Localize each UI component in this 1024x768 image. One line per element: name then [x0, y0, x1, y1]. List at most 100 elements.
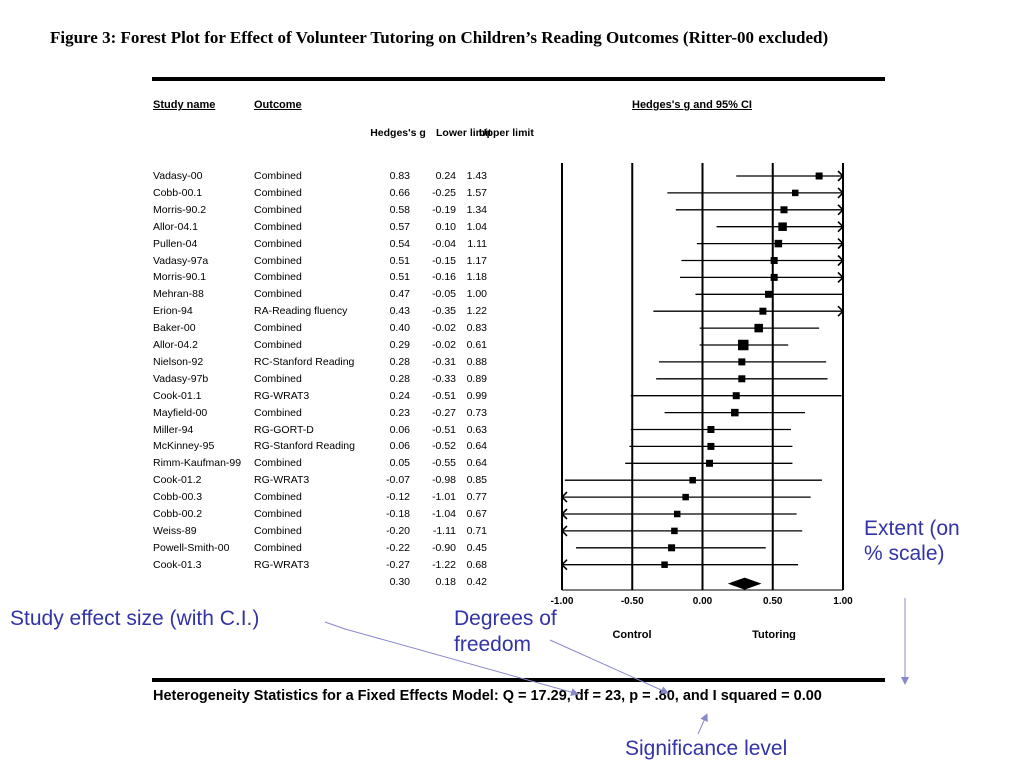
ci-arrow-right [837, 170, 845, 182]
significance-arrow [697, 713, 708, 735]
study-name: Morris-90.2 [153, 203, 207, 216]
point-estimate [706, 459, 714, 467]
study-name: Cook-01.2 [153, 474, 202, 487]
g-value: 0.28 [389, 372, 410, 385]
point-estimate [780, 206, 788, 214]
outcome: Combined [254, 524, 302, 537]
outcome: Combined [254, 322, 302, 335]
lower-column-header: Lower limit [436, 127, 492, 139]
point-estimate [707, 426, 715, 433]
point-estimate [815, 172, 823, 180]
outcome: RA-Reading fluency [254, 305, 348, 318]
summary-upper: 0.42 [466, 575, 487, 588]
outcome: Combined [254, 254, 302, 267]
study-name: Baker-00 [153, 322, 196, 335]
lower-limit: -0.33 [432, 372, 456, 385]
point-estimate [738, 358, 746, 366]
g-value: 0.28 [389, 355, 410, 368]
point-estimate [759, 307, 767, 315]
g-value: 0.06 [389, 440, 410, 453]
outcome: Combined [254, 339, 302, 351]
degrees-of-freedom-annotation: Degrees of freedom [454, 606, 557, 658]
ci-arrow-right [837, 271, 845, 283]
ci-arrow-left [560, 491, 568, 503]
point-estimate [754, 323, 763, 333]
g-value: -0.07 [386, 474, 410, 487]
lower-limit: -0.90 [432, 541, 456, 554]
point-estimate [731, 408, 739, 417]
study-name-header: Study name [153, 99, 216, 111]
lower-limit: 0.10 [435, 220, 456, 233]
g-value: -0.27 [386, 558, 410, 571]
outcome: Combined [254, 406, 302, 419]
upper-limit: 0.64 [466, 440, 487, 453]
upper-limit: 0.85 [466, 474, 487, 487]
point-estimate [778, 222, 787, 231]
axis-label-tutoring: Tutoring [752, 629, 796, 640]
upper-limit: 1.04 [466, 220, 487, 233]
study-name: Morris-90.1 [153, 271, 207, 284]
g-value: 0.05 [389, 457, 410, 470]
lower-limit: -0.19 [432, 203, 456, 216]
g-value: 0.57 [389, 220, 410, 233]
ci-arrow-left [560, 559, 568, 571]
upper-limit: 0.64 [466, 457, 487, 470]
upper-limit: 1.00 [466, 288, 487, 301]
upper-limit: 0.63 [466, 423, 487, 436]
lower-limit: 0.24 [435, 170, 456, 182]
outcome: Combined [254, 186, 302, 199]
study-name: Vadasy-00 [153, 170, 203, 182]
upper-limit: 0.45 [466, 541, 487, 554]
g-value: 0.66 [389, 186, 410, 199]
lower-limit: -1.04 [432, 508, 456, 520]
upper-limit: 0.89 [466, 372, 487, 385]
outcome: Combined [254, 372, 302, 385]
degrees-line-2: freedom [454, 633, 532, 656]
study-name: Rimm-Kaufman-99 [153, 457, 242, 470]
point-estimate [689, 476, 696, 484]
upper-limit: 0.88 [466, 355, 487, 368]
study-name: Weiss-89 [153, 524, 197, 537]
study-name: Pullen-04 [153, 237, 198, 250]
outcome: Combined [254, 508, 302, 520]
ci-arrow-right [837, 254, 845, 267]
point-estimate [791, 189, 799, 197]
lower-limit: -0.04 [432, 237, 456, 250]
g-value: 0.51 [389, 254, 410, 267]
forest-plot: -1.00 -0.50 0.00 0.50 1.00 Control Tutoring [551, 163, 853, 640]
upper-limit: 0.68 [466, 558, 487, 571]
outcome: Combined [254, 237, 302, 250]
g-value: 0.24 [389, 389, 410, 402]
outcome: RG-WRAT3 [254, 474, 310, 487]
summary-g: 0.30 [389, 575, 410, 588]
point-estimate [774, 239, 783, 248]
x-tick-label: 0.00 [693, 596, 713, 607]
outcome: RG-Stanford Reading [254, 440, 355, 453]
summary-lower: 0.18 [435, 575, 456, 588]
point-estimate [765, 290, 773, 298]
g-value: 0.83 [389, 170, 410, 182]
study-name: Mehran-88 [153, 288, 204, 301]
outcome: Combined [254, 271, 302, 284]
lower-limit: -0.05 [432, 288, 456, 301]
g-value: 0.54 [389, 237, 410, 250]
top-rule [152, 77, 885, 81]
point-estimate [661, 561, 668, 568]
upper-limit: 1.57 [466, 186, 487, 199]
lower-limit: -0.51 [432, 423, 456, 436]
degrees-line-1: Degrees of [454, 607, 557, 630]
summary-diamond [727, 577, 762, 590]
bottom-rule [152, 678, 885, 682]
upper-column-header: Upper limit [479, 127, 534, 139]
upper-limit: 0.83 [466, 322, 487, 335]
study-name: Miller-94 [153, 423, 194, 436]
x-tick-label: -0.50 [621, 596, 644, 607]
g-value: 0.51 [389, 271, 410, 284]
axis-label-control: Control [612, 629, 651, 640]
point-estimate [707, 442, 715, 450]
lower-limit: -0.16 [432, 271, 456, 284]
upper-limit: 1.43 [466, 170, 487, 182]
point-estimate [738, 375, 746, 383]
outcome: Combined [254, 541, 302, 554]
lower-limit: -0.02 [432, 322, 456, 335]
